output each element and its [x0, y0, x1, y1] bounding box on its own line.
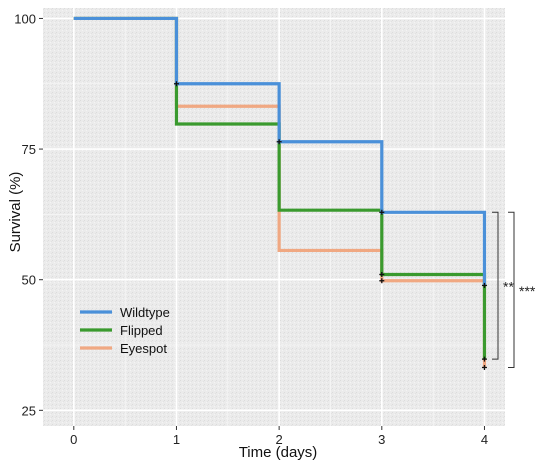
significance-bracket: ** — [492, 211, 514, 360]
x-tick-label: 3 — [378, 432, 385, 447]
y-axis-title: Survival (%) — [7, 172, 24, 253]
legend: Wildtype Flipped Eyespot — [80, 305, 170, 356]
censor-mark-wildtype — [173, 81, 179, 87]
x-tick-label: 0 — [70, 432, 77, 447]
x-tick-label: 2 — [276, 432, 283, 447]
axes-layer: 0 1 2 3 4 25 50 75 100 — [14, 11, 488, 447]
x-tick-label: 1 — [173, 432, 180, 447]
censor-mark-wildtype — [276, 139, 282, 145]
censor-mark-flipped — [379, 271, 385, 277]
y-tick-label: 50 — [22, 273, 36, 288]
significance-bracket: *** — [508, 211, 536, 368]
y-tick-label: 25 — [22, 403, 36, 418]
marks-layer — [173, 81, 487, 370]
x-tick-label: 4 — [481, 432, 488, 447]
plot-panel — [43, 8, 505, 426]
legend-label-eyespot: Eyespot — [120, 341, 167, 356]
significance-label: *** — [519, 283, 536, 299]
x-axis-title: Time (days) — [239, 444, 318, 461]
censor-mark-wildtype — [481, 282, 487, 288]
censor-mark-eyespot — [481, 364, 487, 370]
censor-mark-wildtype — [379, 209, 385, 215]
plot-layer — [43, 8, 505, 426]
legend-label-flipped: Flipped — [120, 323, 163, 338]
y-tick-label: 75 — [22, 142, 36, 157]
legend-label-wildtype: Wildtype — [120, 305, 170, 320]
censor-mark-eyespot — [379, 278, 385, 284]
significance-label: ** — [503, 279, 514, 295]
significance-annotations: ** *** — [492, 211, 536, 368]
y-tick-label: 100 — [14, 11, 36, 26]
censor-mark-flipped — [481, 356, 487, 362]
